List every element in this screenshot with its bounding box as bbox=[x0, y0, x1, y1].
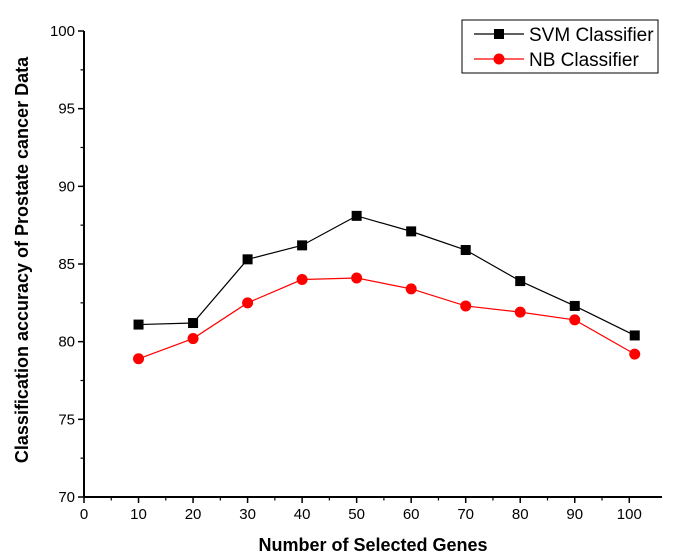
x-tick-label: 80 bbox=[512, 506, 529, 523]
y-axis-title: Classification accuracy of Prostate canc… bbox=[12, 56, 32, 463]
plot-area bbox=[83, 31, 662, 498]
data-point-square bbox=[406, 226, 417, 237]
data-point-square bbox=[351, 210, 362, 221]
legend-nb-label: NB Classifier bbox=[529, 50, 639, 71]
series-svm bbox=[133, 210, 640, 341]
data-point-square bbox=[629, 330, 640, 341]
y-tick-label: 85 bbox=[58, 256, 75, 273]
series-nb bbox=[133, 272, 641, 365]
y-axis-ticks: 70 75 80 85 90 95 100 bbox=[50, 23, 84, 506]
x-tick-label: 20 bbox=[185, 506, 202, 523]
x-tick-label: 100 bbox=[617, 506, 642, 523]
x-tick-label: 40 bbox=[294, 506, 311, 523]
x-tick-label: 90 bbox=[566, 506, 583, 523]
data-point-circle bbox=[187, 333, 199, 345]
data-point-circle bbox=[514, 306, 526, 318]
x-tick-label: 0 bbox=[80, 506, 88, 523]
series-layer bbox=[133, 210, 641, 365]
y-tick-label: 80 bbox=[58, 334, 75, 351]
x-tick-label: 70 bbox=[457, 506, 474, 523]
y-tick-label: 95 bbox=[58, 101, 75, 118]
y-tick-label: 70 bbox=[58, 489, 75, 506]
legend-svm-label: SVM Classifier bbox=[529, 25, 654, 46]
data-point-square bbox=[188, 318, 199, 329]
legend-nb-circle-marker bbox=[493, 53, 505, 65]
legend-svm-square-marker bbox=[494, 29, 504, 39]
data-point-square bbox=[569, 300, 580, 311]
x-axis-ticks: 0 10 20 30 40 50 60 70 80 90 100 bbox=[80, 497, 642, 523]
data-point-circle bbox=[569, 314, 581, 326]
data-point-square bbox=[297, 240, 308, 251]
data-point-circle bbox=[405, 283, 417, 295]
x-axis-title: Number of Selected Genes bbox=[258, 535, 487, 555]
data-point-square bbox=[460, 245, 471, 256]
x-tick-label: 50 bbox=[348, 506, 365, 523]
data-point-circle bbox=[351, 272, 363, 284]
series-line bbox=[138, 215, 636, 336]
data-point-circle bbox=[242, 297, 254, 309]
series-line bbox=[138, 277, 636, 360]
y-tick-label: 100 bbox=[50, 23, 75, 40]
x-tick-label: 30 bbox=[239, 506, 256, 523]
x-tick-label: 10 bbox=[130, 506, 147, 523]
data-point-circle bbox=[460, 300, 472, 312]
legend-item-nb: NB Classifier bbox=[474, 50, 639, 71]
x-tick-label: 60 bbox=[403, 506, 420, 523]
data-point-circle bbox=[133, 353, 145, 365]
data-point-square bbox=[133, 319, 144, 330]
data-point-circle bbox=[629, 348, 641, 360]
y-tick-label: 90 bbox=[58, 178, 75, 195]
data-point-square bbox=[515, 276, 526, 287]
legend: SVM Classifier NB Classifier bbox=[461, 19, 659, 74]
legend-item-svm: SVM Classifier bbox=[474, 25, 654, 46]
data-point-circle bbox=[296, 274, 308, 286]
legend-box bbox=[461, 19, 659, 74]
y-tick-label: 75 bbox=[58, 411, 75, 428]
data-point-square bbox=[242, 254, 253, 265]
